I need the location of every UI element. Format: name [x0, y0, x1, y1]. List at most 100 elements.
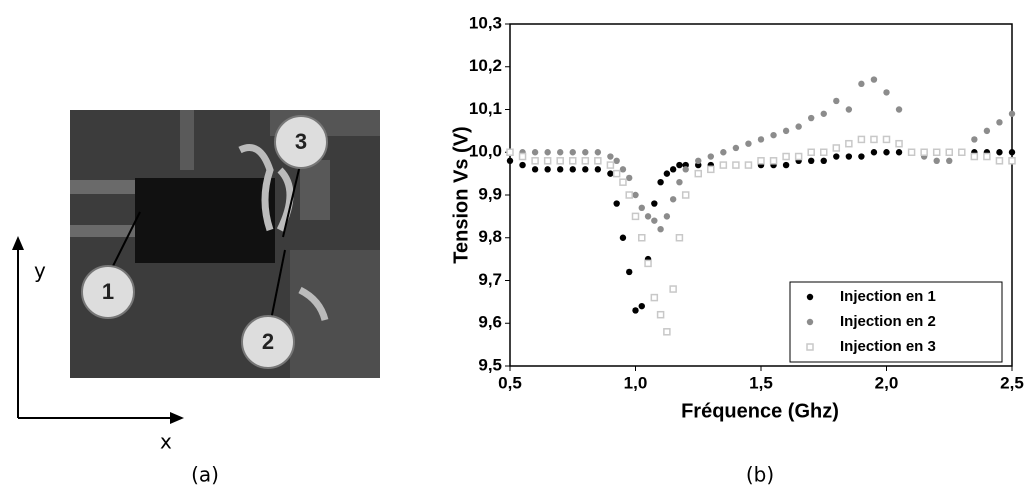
point: [606, 161, 615, 169]
point: [569, 166, 576, 173]
callout: [274, 115, 328, 169]
point: [833, 97, 840, 105]
legend-box: [789, 281, 1003, 363]
point: [720, 149, 727, 156]
point: [582, 166, 589, 173]
point: [820, 110, 827, 117]
callout: [241, 315, 295, 369]
point: [638, 234, 646, 242]
point: [594, 157, 602, 165]
point: [594, 166, 602, 173]
pointer: [269, 249, 286, 326]
legend-label: Injection en 2: [840, 313, 936, 330]
wire: [238, 144, 329, 321]
point: [769, 157, 778, 165]
x-tick-label: 2,5: [1000, 373, 1024, 392]
caption: (b): [746, 463, 774, 487]
point: [744, 161, 753, 169]
point: [519, 161, 526, 169]
point: [663, 170, 671, 177]
point: [907, 148, 916, 156]
point: [807, 148, 815, 156]
point: [625, 191, 633, 199]
point: [732, 144, 740, 152]
trace: [290, 250, 380, 378]
point: [663, 213, 671, 220]
point: [544, 149, 551, 156]
point: [543, 157, 552, 165]
y-axis-title: Tension Vs (V): [450, 126, 472, 263]
point: [612, 169, 621, 178]
point: [707, 165, 715, 174]
point: [732, 161, 740, 169]
x-tick-label: 0,5: [498, 373, 522, 392]
point: [681, 191, 690, 199]
point: [694, 169, 702, 178]
caption: (a): [191, 463, 219, 487]
point: [669, 166, 677, 173]
point: [1008, 110, 1016, 117]
x-tick-label: 1,5: [749, 373, 773, 392]
point: [845, 106, 853, 113]
point: [870, 135, 878, 144]
point: [832, 144, 841, 152]
point: [657, 226, 664, 233]
point: [820, 148, 828, 156]
point: [958, 148, 966, 156]
chip: [135, 178, 275, 263]
point: [619, 166, 627, 173]
legend-label: Injection en 3: [840, 338, 936, 355]
point: [858, 80, 865, 88]
point: [531, 166, 539, 173]
point: [996, 149, 1003, 156]
point: [820, 157, 827, 164]
point: [794, 152, 803, 161]
y-tick-label: 10,0: [469, 142, 502, 161]
point: [638, 302, 645, 310]
point: [970, 152, 979, 161]
point: [770, 131, 777, 139]
point: [858, 153, 865, 160]
point: [695, 157, 702, 164]
point: [932, 148, 941, 156]
y-tick-label: 9,8: [478, 227, 502, 246]
y-tick-label: 9,5: [478, 355, 502, 374]
point: [995, 157, 1004, 165]
point: [1008, 157, 1016, 165]
point: [857, 135, 866, 144]
callout-label: 3: [295, 129, 307, 154]
point: [895, 139, 903, 148]
point: [782, 161, 790, 169]
point: [632, 307, 639, 314]
legend-label: Injection en 1: [840, 288, 936, 305]
point: [656, 310, 665, 319]
x-axis-title: Fréquence (Ghz): [681, 400, 839, 422]
point: [582, 149, 589, 156]
point: [676, 178, 683, 186]
point: [757, 157, 765, 165]
point: [882, 135, 891, 144]
point: [663, 328, 671, 336]
y-tick-label: 10,1: [469, 99, 502, 118]
point: [795, 123, 802, 130]
point: [632, 191, 639, 199]
point: [946, 157, 953, 164]
callout: [81, 265, 135, 319]
point: [983, 127, 991, 135]
point: [945, 148, 953, 156]
point: [707, 153, 714, 160]
point: [808, 157, 815, 164]
axis-name: x: [160, 430, 172, 454]
point: [920, 148, 928, 156]
point: [845, 153, 853, 160]
callout-label: 2: [262, 329, 274, 354]
point: [518, 152, 527, 161]
y-tick-label: 10,3: [469, 13, 502, 32]
point: [669, 196, 677, 203]
pointer: [282, 164, 301, 238]
point: [506, 148, 514, 156]
point: [651, 217, 658, 224]
point: [675, 234, 684, 242]
arrow-head: [170, 412, 184, 424]
